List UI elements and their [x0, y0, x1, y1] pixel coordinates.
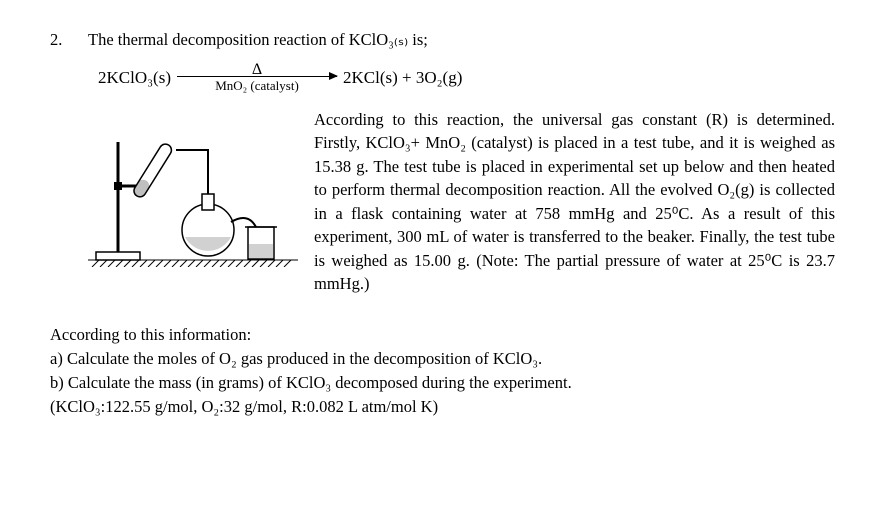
test-tube-icon	[132, 142, 174, 199]
intro-text: The thermal decomposition reaction of KC…	[88, 30, 835, 50]
molar-mass-note: (KClO₃:122.55 g/mol, O₂:32 g/mol, R:0.08…	[50, 395, 835, 419]
reaction-arrow: Δ MnO₂ (catalyst)	[177, 62, 337, 94]
question-b: b) Calculate the mass (in grams) of KClO…	[50, 371, 835, 395]
stand-base-icon	[96, 252, 140, 260]
question-a: a) Calculate the moles of O₂ gas produce…	[50, 347, 835, 371]
equation-right: 2KCl(s) + 3O₂(g)	[343, 68, 462, 88]
round-flask-icon	[182, 194, 234, 256]
transfer-tube-icon	[231, 218, 256, 227]
question-number: 2.	[50, 30, 88, 323]
arrow-line-icon	[177, 76, 337, 77]
description-paragraph: According to this reaction, the universa…	[314, 108, 835, 295]
table-hatch-icon	[88, 260, 298, 267]
arrow-under-label: MnO₂ (catalyst)	[215, 78, 299, 94]
equation-left: 2KClO₃(s)	[98, 68, 171, 88]
beaker-icon	[245, 227, 277, 259]
apparatus-diagram	[88, 112, 298, 272]
questions-lead: According to this information:	[50, 323, 835, 347]
reaction-equation: 2KClO₃(s) Δ MnO₂ (catalyst) 2KCl(s) + 3O…	[98, 62, 835, 94]
